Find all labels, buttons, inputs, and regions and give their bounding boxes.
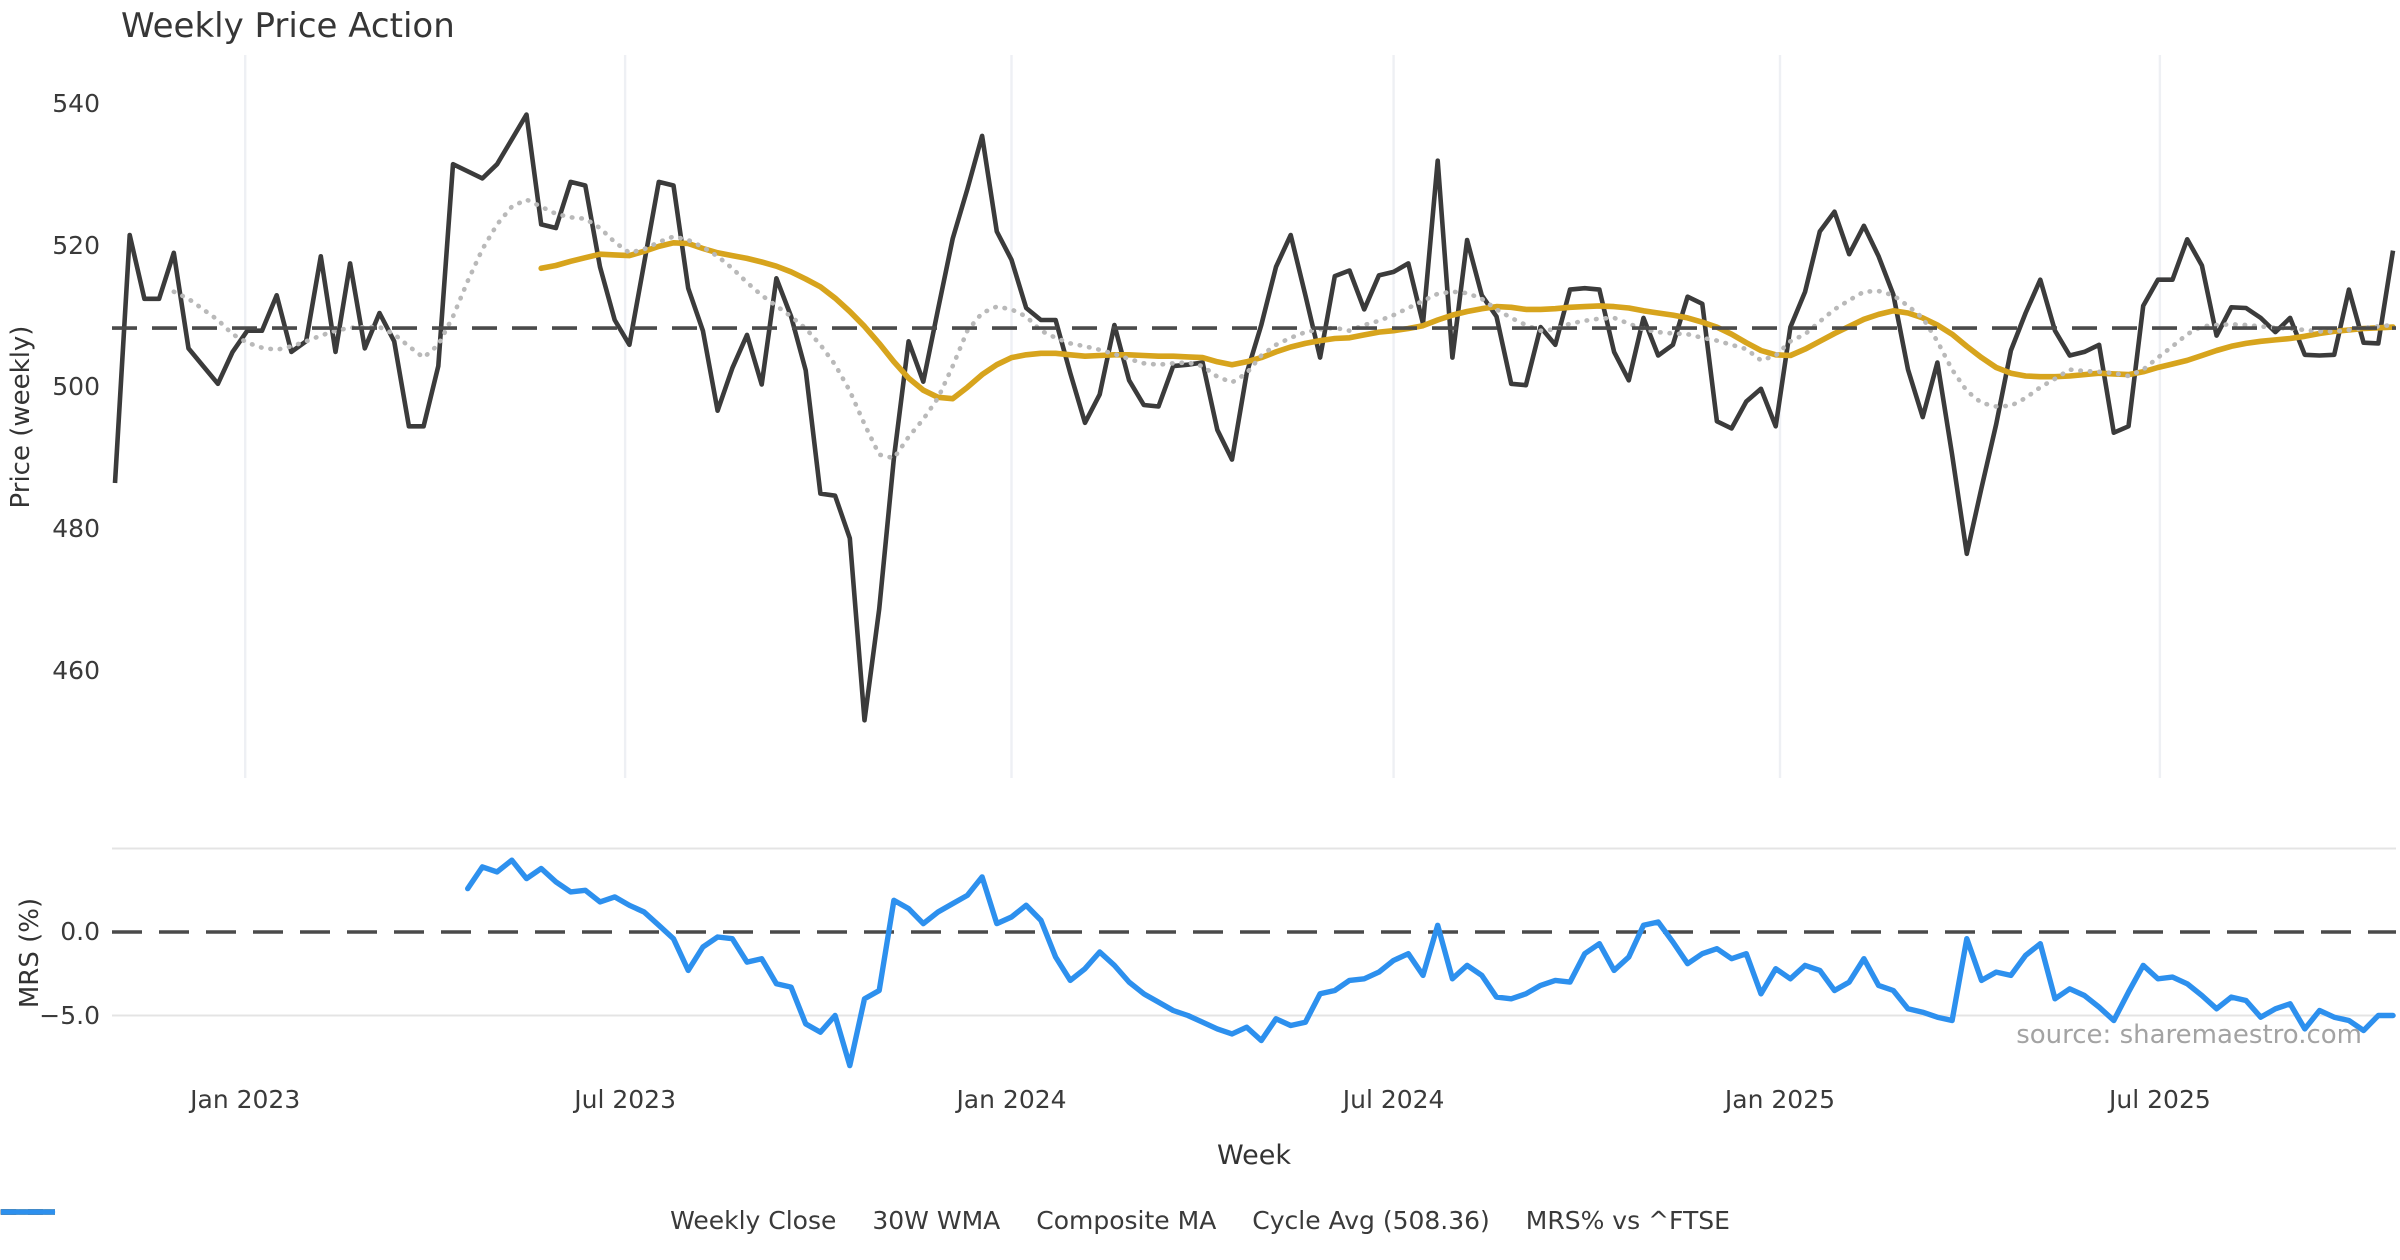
x-axis-label: Week: [1217, 1140, 1291, 1171]
x-tick-label: Jul 2023: [574, 1085, 676, 1114]
x-tick-label: Jul 2024: [1342, 1085, 1445, 1114]
composite-ma-dotted-line: [171, 197, 2396, 461]
x-tick-label: Jan 2025: [1724, 1085, 1836, 1114]
legend-item: 30W WMA: [1, 1206, 1001, 1235]
weekly-close-line: [112, 112, 2396, 723]
legend-item: Composite MA: [0, 1206, 1217, 1235]
mrs-y-tick-label: 0.0: [60, 917, 100, 946]
main-y-tick-label: 500: [52, 372, 100, 402]
main-y-tick-label: 480: [52, 514, 100, 543]
main-y-tick-label: 520: [52, 230, 100, 260]
x-tick-label: Jan 2023: [190, 1085, 301, 1114]
mrs-line: [465, 857, 2396, 1069]
legend-item-label: Composite MA: [1036, 1206, 1217, 1235]
mrs-y-axis-label: MRS (%): [15, 897, 45, 1009]
mrs-y-tick-label: −5.0: [39, 1000, 100, 1030]
main-vertical-gridlines: [243, 55, 2162, 778]
source-watermark: source: sharemaestro.com: [2016, 1020, 2362, 1050]
x-tick-label: Jul 2025: [2109, 1085, 2211, 1114]
main-y-tick-label: 540: [52, 89, 100, 118]
legend-item: Cycle Avg (508.36): [1, 1206, 1490, 1235]
x-tick-label: Jan 2024: [956, 1085, 1067, 1114]
legend-item-label: Cycle Avg (508.36): [1252, 1206, 1490, 1235]
main-y-tick-label: 460: [52, 655, 100, 685]
legend-item: Weekly Close: [1, 1206, 837, 1235]
chart-title: Weekly Price Action: [121, 6, 455, 46]
legend-item: MRS% vs ^FTSE: [1, 1206, 1730, 1235]
legend-item-label: 30W WMA: [872, 1206, 1001, 1235]
chart-legend: Weekly Close 30W WMA Composite MA Cycle Avg…: [0, 1206, 2400, 1235]
legend-item-label: MRS% vs ^FTSE: [1525, 1206, 1730, 1235]
legend-line-sample-icon: [1, 1209, 55, 1215]
legend-item-label: Weekly Close: [670, 1206, 837, 1235]
mrs-gridlines: [112, 847, 2396, 1017]
wma-30w-line: [538, 240, 2396, 402]
